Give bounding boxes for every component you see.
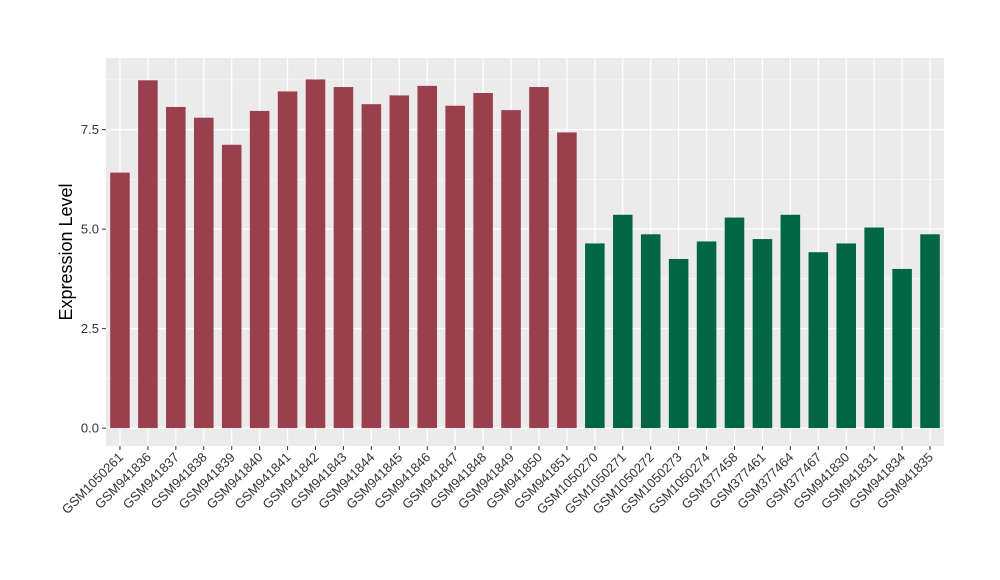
y-tick-label: 0.0 (81, 421, 99, 436)
bar-gsm941848 (473, 93, 493, 429)
bar-gsm941842 (305, 79, 326, 429)
bar-gsm377464 (780, 214, 801, 429)
y-tick-label: 2.5 (81, 321, 99, 336)
bar-gsm1050270 (585, 243, 605, 429)
bar-gsm941849 (501, 110, 521, 429)
bar-gsm1050273 (668, 258, 689, 429)
bar-gsm941836 (138, 80, 158, 429)
bar-gsm1050271 (612, 214, 633, 429)
bar-gsm941843 (333, 87, 354, 429)
x-axis: GSM1050261GSM941836GSM941837GSM941838GSM… (59, 446, 936, 517)
bar-gsm941846 (417, 85, 438, 429)
y-axis: 0.0 2.5 5.0 7.5 (81, 122, 106, 436)
bar-gsm941835 (920, 234, 940, 429)
y-tick-label: 5.0 (81, 222, 99, 237)
bar-gsm941830 (836, 243, 857, 429)
bar-gsm377461 (752, 239, 773, 429)
plot-panel (106, 58, 944, 446)
bar-gsm941837 (166, 106, 186, 429)
bar-gsm1050274 (696, 241, 717, 429)
bar-gsm941840 (249, 110, 270, 429)
bar-gsm941845 (389, 95, 410, 429)
bar-gsm941851 (557, 132, 577, 429)
y-tick-label: 7.5 (81, 122, 99, 137)
bar-gsm1050272 (640, 234, 661, 429)
bar-gsm941841 (277, 91, 298, 429)
bar-gsm941844 (361, 104, 382, 429)
bars (110, 79, 940, 429)
bar-gsm941831 (864, 227, 884, 429)
y-axis-title: Expression Level (56, 183, 76, 320)
bar-gsm377467 (808, 252, 829, 429)
bar-gsm941834 (892, 268, 912, 429)
bar-gsm377458 (724, 217, 745, 429)
bar-gsm1050261 (110, 172, 130, 429)
bar-gsm941838 (193, 117, 214, 429)
bar-gsm941847 (445, 105, 465, 429)
bar-gsm941839 (221, 144, 242, 429)
bar-gsm941850 (529, 87, 549, 429)
